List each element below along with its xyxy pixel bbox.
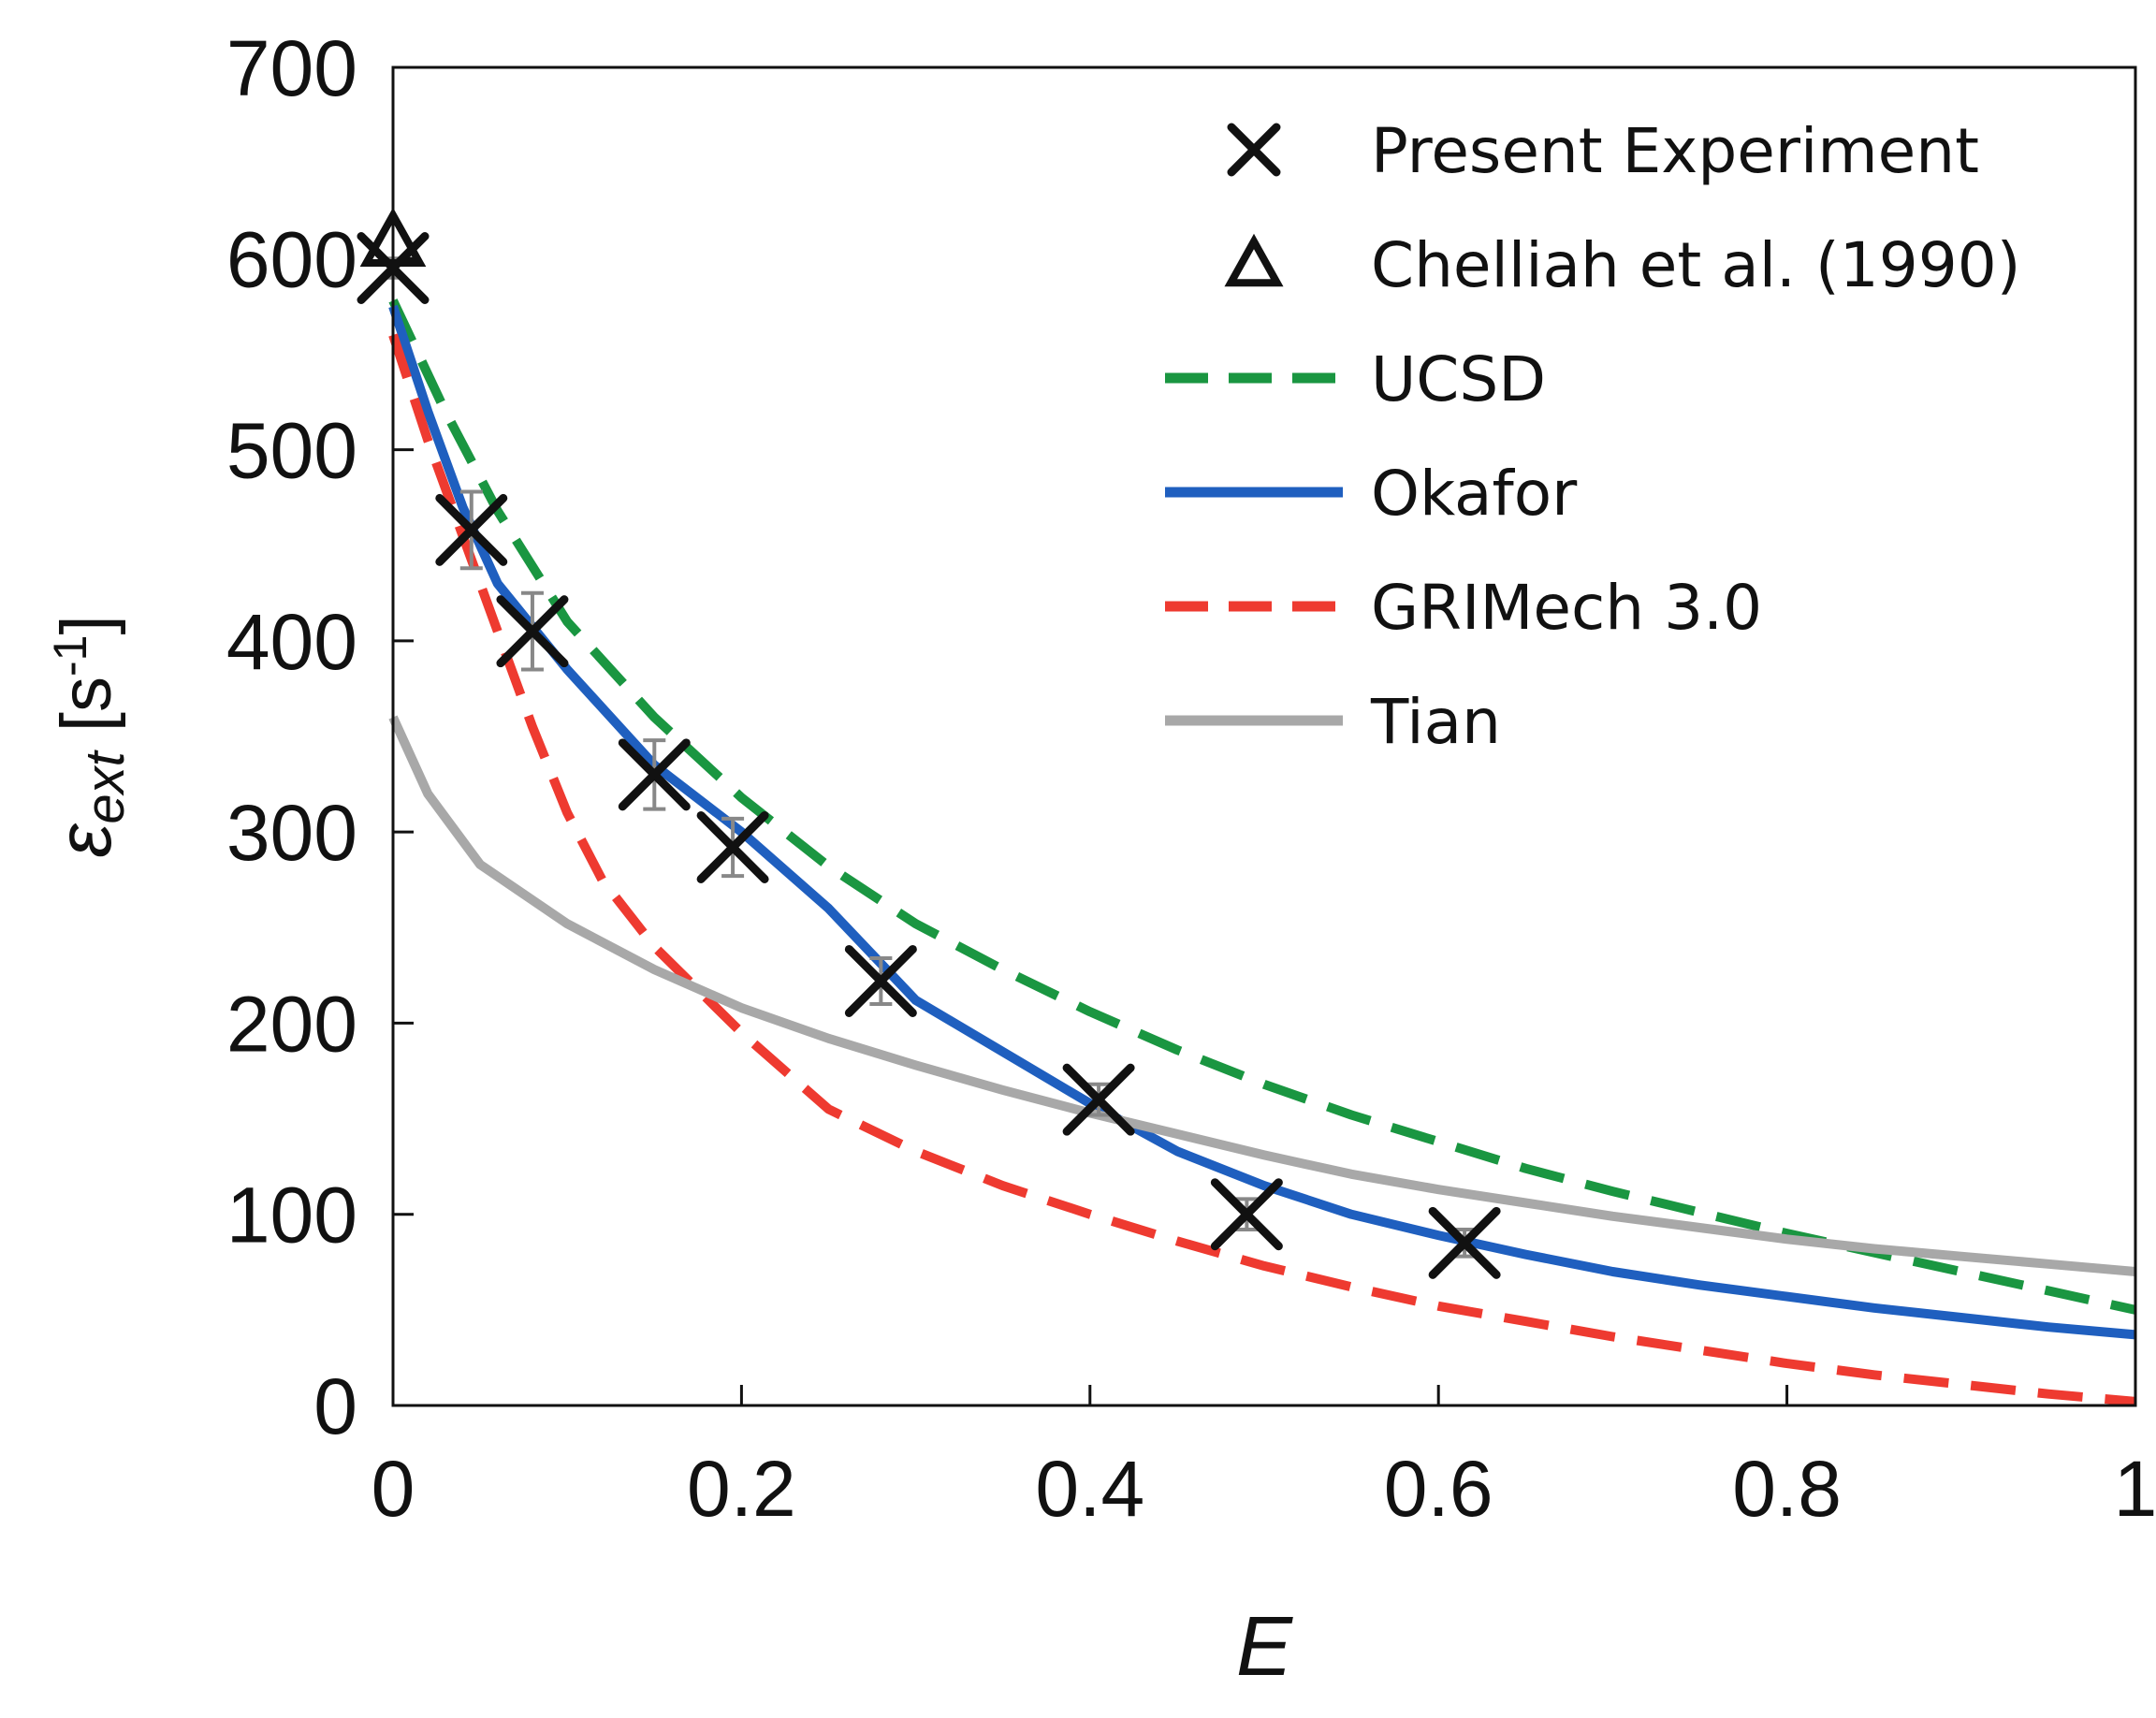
legend-label-present-experiment: Present Experiment — [1371, 115, 1979, 187]
y-tick-label: 500 — [226, 407, 357, 495]
y-tick-label: 100 — [226, 1172, 357, 1259]
y-axis-units-sup: -1 — [44, 635, 96, 677]
marker-stroke — [1227, 123, 1281, 177]
x-tick-label: 0.2 — [687, 1445, 796, 1533]
marker-stroke — [1428, 1206, 1501, 1279]
data-point-present-experiment — [496, 595, 569, 668]
y-axis-subscript: ext — [75, 749, 136, 823]
data-point-present-experiment — [1210, 1178, 1283, 1251]
y-axis-units-close: ] — [47, 615, 126, 634]
series-markers — [357, 207, 1501, 1279]
x-tick-label: 0.4 — [1035, 1445, 1144, 1533]
marker-stroke — [435, 493, 508, 566]
legend-label-grimech-3-0: GRIMech 3.0 — [1371, 572, 1762, 644]
marker-stroke — [1062, 1063, 1135, 1136]
data-point-present-experiment — [696, 810, 769, 883]
y-axis-symbol: ε — [42, 823, 127, 858]
y-tick-label: 700 — [226, 24, 357, 112]
series-line-tian — [388, 715, 2136, 1276]
data-point-present-experiment — [435, 493, 508, 566]
plot-frame — [391, 66, 2137, 1407]
data-point-present-experiment — [618, 738, 691, 811]
x-axis-ticks: 0 0.2 0.4 0.6 0.8 1 — [371, 1385, 2156, 1533]
y-tick-label: 600 — [226, 215, 357, 303]
marker-stroke — [844, 944, 917, 1017]
y-axis-title: εext [s-1] — [42, 615, 136, 857]
y-tick-label: 0 — [313, 1362, 357, 1450]
marker-stroke — [618, 738, 691, 811]
marker-stroke — [1210, 1178, 1283, 1251]
y-tick-label: 200 — [226, 980, 357, 1068]
legend-label-okafor: Okafor — [1371, 458, 1578, 530]
data-point-present-experiment — [1428, 1206, 1501, 1279]
series-line-grimech-3-0 — [388, 333, 2136, 1406]
legend-symbol-present-experiment — [1227, 123, 1281, 177]
x-tick-label: 0 — [371, 1445, 415, 1533]
x-axis-title: E — [1236, 1600, 1293, 1694]
y-tick-label: 400 — [226, 598, 357, 686]
data-point-present-experiment — [844, 944, 917, 1017]
legend-label-chelliah-et-al-1990: Chelliah et al. (1990) — [1371, 229, 2020, 301]
legend-symbol-chelliah-et-al-1990 — [1224, 233, 1284, 287]
marker-stroke — [496, 595, 569, 668]
y-tick-label: 300 — [226, 789, 357, 877]
y-axis-units-open: [s — [47, 677, 126, 751]
x-tick-label: 0.6 — [1384, 1445, 1493, 1533]
series-line-ucsd — [388, 298, 2137, 1315]
x-tick-label: 1 — [2114, 1445, 2156, 1533]
legend-label-ucsd: UCSD — [1371, 343, 1546, 415]
legend: Present Experiment Chelliah et al. (1990)… — [1165, 115, 2020, 758]
legend-label-tian: Tian — [1370, 686, 1501, 758]
data-point-present-experiment — [1062, 1063, 1135, 1136]
marker-stroke — [696, 810, 769, 883]
y-axis-ticks: 0 100 200 300 400 500 600 700 — [226, 24, 414, 1450]
x-tick-label: 0.8 — [1732, 1445, 1842, 1533]
